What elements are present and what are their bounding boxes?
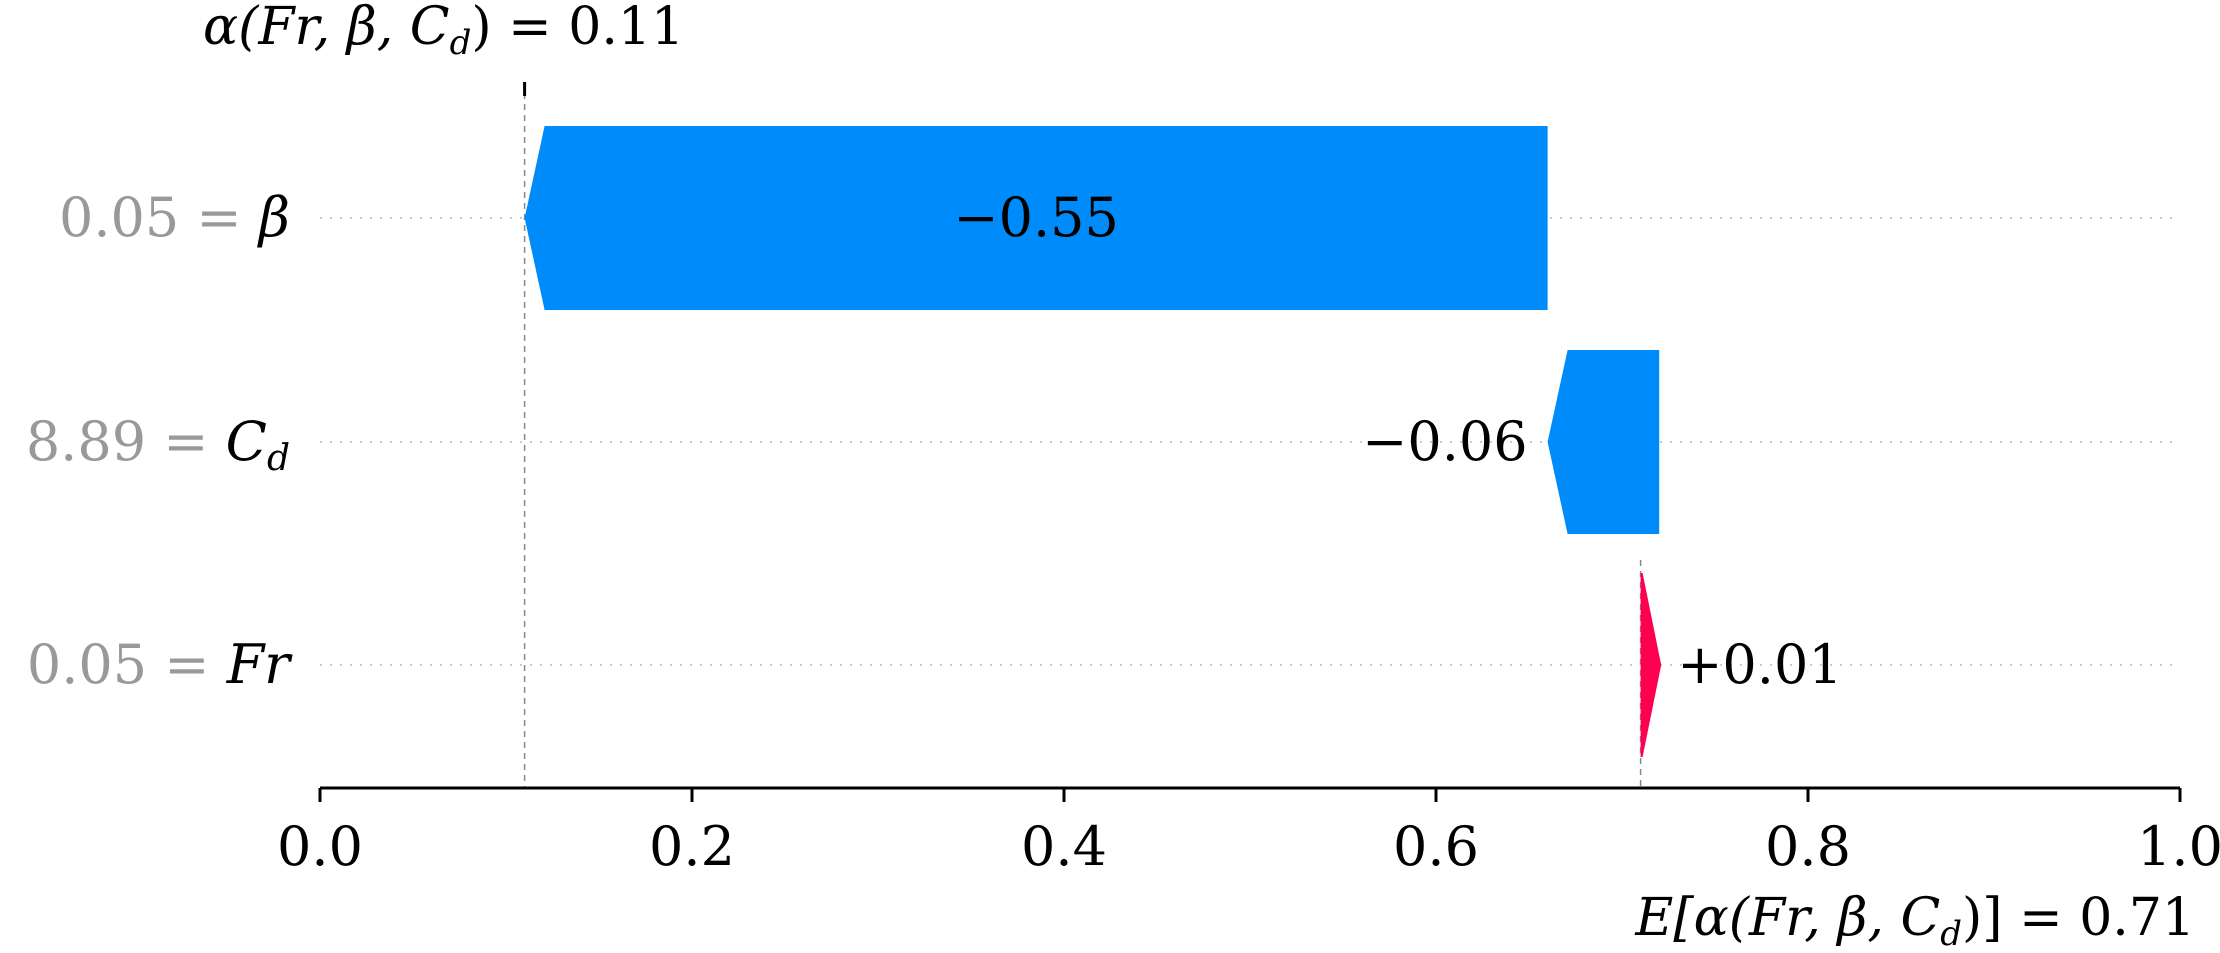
x-tick-label: 1.0 [2137, 815, 2220, 878]
x-tick-label: 0.6 [1393, 815, 1479, 878]
x-tick-label: 0.2 [649, 815, 735, 878]
x-tick-label: 0.8 [1765, 815, 1851, 878]
x-tick-label: 0.4 [1021, 815, 1107, 878]
feature-rows: −0.55 0.05 = β −0.06 8.89 = Cd +0.01 0.05 = F… [26, 126, 2180, 757]
feature-row: −0.55 0.05 = β [59, 126, 2180, 310]
feature-label: 0.05 = β [59, 186, 290, 249]
negative-contribution-bar [1547, 350, 1660, 534]
feature-label: 8.89 = Cd [26, 410, 290, 479]
contribution-label: −0.55 [953, 186, 1118, 249]
positive-contribution-bar [1640, 573, 1662, 757]
output-value-label: α(Fr, β, Cd) = 0.11 [203, 0, 684, 63]
x-tick-label: 0.0 [277, 815, 363, 878]
contribution-label: +0.01 [1677, 633, 1842, 696]
x-axis-ticks: 0.0 0.2 0.4 0.6 0.8 1.0 [277, 788, 2220, 878]
contribution-label: −0.06 [1362, 410, 1527, 473]
negative-contribution-bar [524, 126, 1548, 310]
expected-value-label: E[α(Fr, β, Cd)] = 0.71 [1634, 888, 2195, 953]
feature-row: +0.01 0.05 = Fr [27, 573, 2180, 757]
feature-row: −0.06 8.89 = Cd [26, 350, 2180, 534]
feature-label: 0.05 = Fr [27, 633, 293, 696]
